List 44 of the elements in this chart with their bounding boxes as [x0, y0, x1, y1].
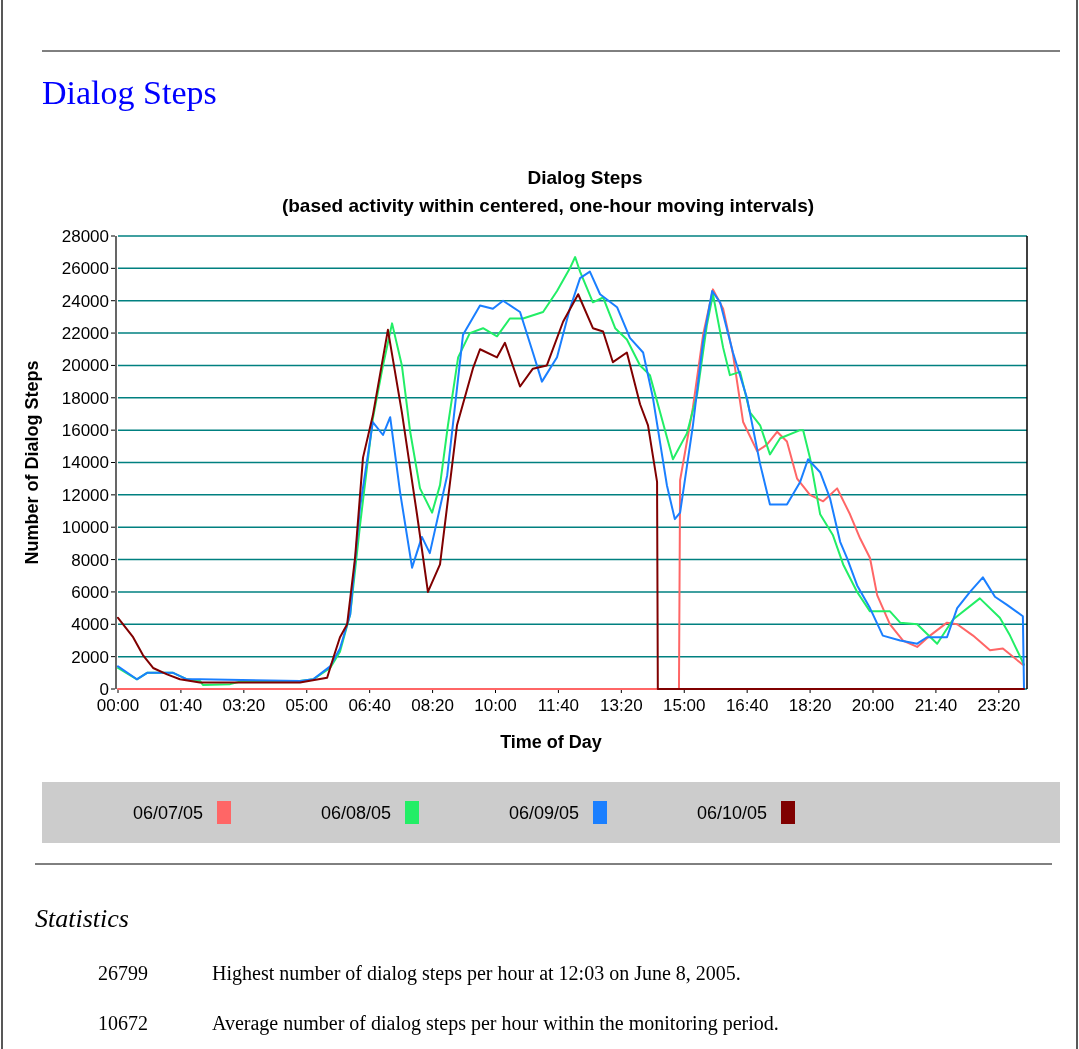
text: Dialog Steps — [42, 74, 217, 111]
x-tick-label: 13:20 — [600, 696, 643, 715]
x-axis-title: Time of Day — [500, 732, 602, 752]
y-tick-label: 4000 — [71, 615, 109, 635]
text: Average number of dialog steps per hour within the monitoring period. — [212, 1012, 779, 1035]
y-tick-label: 24000 — [61, 291, 109, 311]
x-tick-label: 06:40 — [348, 696, 391, 715]
x-tick-label: 03:20 — [222, 696, 266, 715]
x-tick-label: 18:20 — [788, 696, 832, 715]
y-tick-label: 8000 — [71, 550, 109, 570]
y-tick-label: 16000 — [61, 421, 109, 441]
x-tick-label: 00:00 — [96, 696, 140, 715]
text: Statistics — [35, 904, 129, 933]
x-tick-label: 08:20 — [411, 696, 454, 715]
y-tick-label: 0 — [99, 679, 109, 699]
x-tick-label: 21:40 — [914, 696, 958, 715]
x-tick-label: 23:20 — [977, 696, 1021, 715]
y-tick-label: 22000 — [61, 324, 109, 344]
x-tick-label: 01:40 — [159, 696, 203, 715]
x-tick-label: 05:00 — [285, 696, 329, 715]
y-tick-label: 2000 — [71, 647, 109, 667]
y-tick-label: 18000 — [61, 388, 109, 408]
y-tick-label: 14000 — [61, 453, 109, 473]
text: 10672 — [98, 1012, 148, 1034]
y-tick-label: 10000 — [61, 518, 109, 538]
y-tick-label: 26000 — [61, 259, 109, 279]
chart-subtitle: (based activity within centered, one-hour moving intervals) — [281, 195, 815, 216]
y-tick-label: 28000 — [61, 226, 109, 246]
text: Highest number of dialog steps per hour at 12:03 on June 8, 2005. — [212, 962, 741, 985]
legend-label: 06/07/05 — [133, 802, 204, 823]
legend-label: 06/10/05 — [697, 802, 768, 823]
x-tick-label: 15:00 — [662, 696, 706, 715]
legend-label: 06/08/05 — [321, 802, 392, 823]
y-tick-label: 20000 — [61, 356, 109, 376]
y-axis-title: Number of Dialog Steps — [22, 360, 42, 565]
chart-title: Dialog Steps — [527, 167, 643, 188]
x-tick-label: 10:00 — [474, 696, 517, 715]
x-tick-label: 16:40 — [725, 696, 769, 715]
y-tick-label: 6000 — [71, 582, 109, 602]
x-tick-label: 11:40 — [537, 696, 580, 715]
x-tick-label: 20:00 — [851, 696, 895, 715]
text: 26799 — [98, 962, 148, 984]
y-tick-label: 12000 — [61, 485, 109, 505]
legend-label: 06/09/05 — [509, 802, 580, 823]
